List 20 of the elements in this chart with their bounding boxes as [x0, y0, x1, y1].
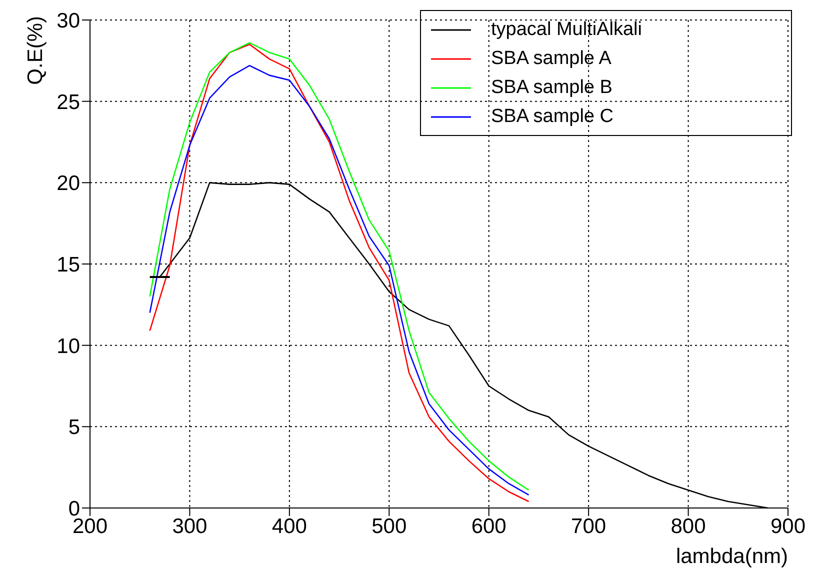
legend-label: SBA sample A [491, 48, 612, 70]
y-axis-title: Q.E(%) [24, 16, 47, 85]
legend-label: SBA sample C [491, 106, 614, 128]
y-tick-label: 30 [56, 9, 80, 32]
x-tick-label: 800 [670, 514, 706, 538]
legend-label: SBA sample B [491, 76, 612, 98]
y-tick-label: 5 [68, 416, 80, 440]
y-tick-label: 20 [56, 172, 80, 196]
x-tick-label: 400 [272, 514, 307, 538]
x-tick-label: 300 [172, 514, 208, 538]
x-tick-label: 600 [471, 514, 506, 538]
x-tick-label: 500 [372, 514, 407, 538]
x-tick-label: 200 [72, 514, 108, 538]
legend-label: typacal MultiAlkali [491, 18, 642, 40]
x-tick-label: 900 [770, 514, 806, 538]
y-tick-label: 15 [56, 253, 80, 276]
y-tick-label: 25 [56, 90, 80, 114]
x-axis-title: lambda(nm) [676, 545, 788, 568]
y-tick-label: 10 [56, 334, 80, 358]
x-tick-label: 700 [571, 514, 606, 538]
